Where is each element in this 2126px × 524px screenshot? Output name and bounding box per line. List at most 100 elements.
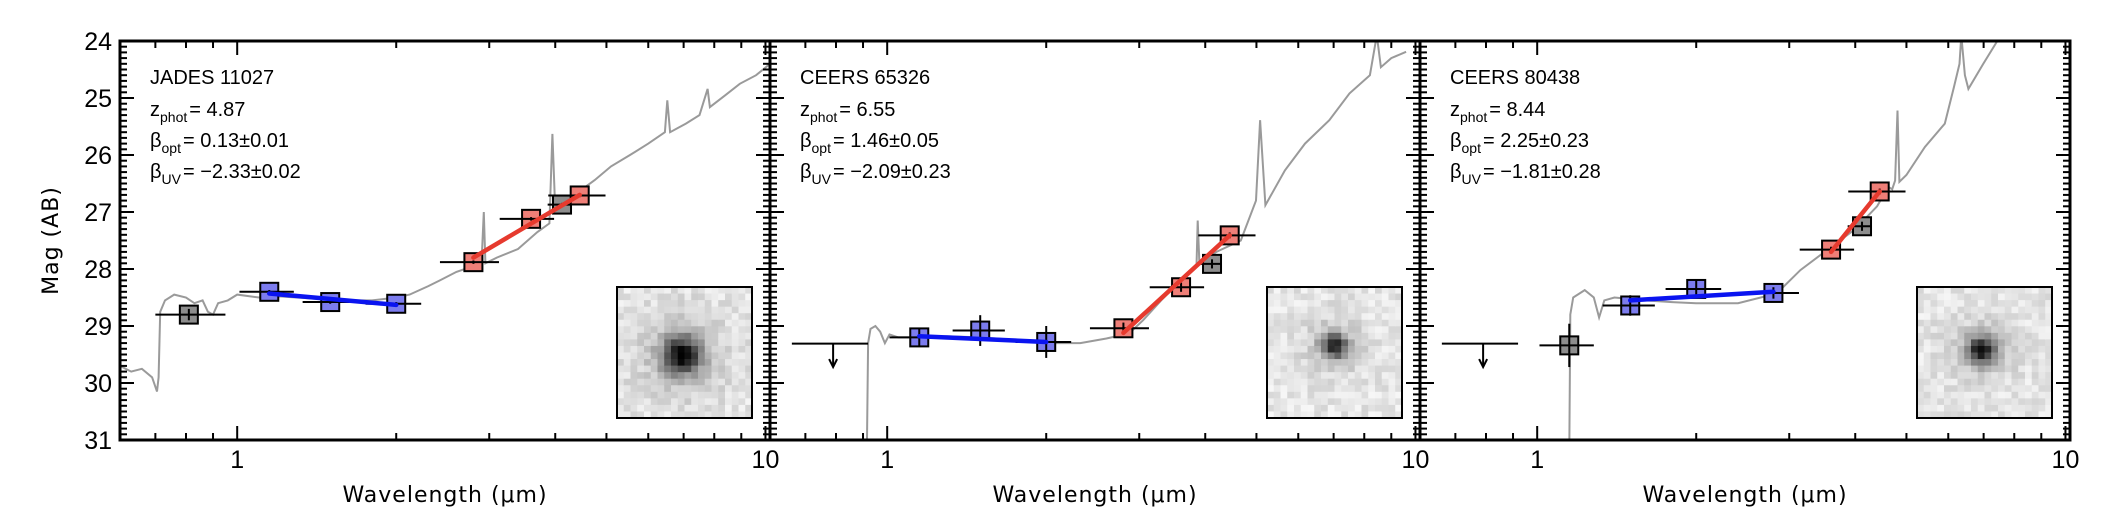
- cutout-pixel: [1964, 372, 1972, 380]
- cutout-pixel: [1341, 300, 1349, 308]
- cutout-pixel: [1957, 319, 1965, 327]
- cutout-pixel: [664, 332, 672, 340]
- cutout-pixel: [718, 372, 726, 380]
- cutout-pixel: [1375, 332, 1383, 340]
- cutout-pixel: [2045, 339, 2053, 347]
- cutout-pixel: [1388, 404, 1396, 413]
- cutout-pixel: [1395, 339, 1403, 347]
- cutout-pixel: [1984, 345, 1992, 354]
- cutout-pixel: [704, 385, 713, 393]
- cutout-pixel: [2018, 365, 2026, 373]
- cutout-pixel: [2004, 359, 2013, 367]
- cutout-pixel: [698, 365, 706, 373]
- cutout-pixel: [657, 411, 665, 419]
- cutout-pixel: [684, 287, 692, 295]
- cutout-pixel: [1300, 352, 1309, 360]
- cutout-pixel: [1964, 293, 1972, 301]
- cutout-pixel: [718, 300, 726, 308]
- cutout-pixel: [671, 372, 679, 380]
- cutout-pixel: [1917, 404, 1925, 413]
- cutout-pixel: [1930, 293, 1938, 301]
- cutout-pixel: [711, 326, 719, 334]
- cutout-pixel: [1923, 352, 1932, 360]
- cutout-pixel: [745, 385, 753, 393]
- cutout-pixel: [1287, 391, 1295, 399]
- cutout-pixel: [684, 345, 692, 354]
- cutout-pixel: [2011, 352, 2019, 360]
- cutout-pixel: [1341, 345, 1349, 354]
- cutout-pixel: [2018, 345, 2026, 354]
- cutout-pixel: [2018, 398, 2026, 406]
- cutout-pixel: [1334, 306, 1342, 314]
- cutout-pixel: [2031, 404, 2040, 413]
- cutout-pixel: [1348, 326, 1356, 334]
- cutout-pixel: [617, 339, 625, 347]
- cutout-pixel: [1381, 313, 1390, 321]
- subscript: opt: [162, 140, 182, 156]
- cutout-pixel: [671, 365, 679, 373]
- x-tick-label: 1: [880, 446, 894, 474]
- cutout-pixel: [1964, 411, 1972, 419]
- cutout-pixel: [671, 332, 679, 340]
- cutout-pixel: [1294, 287, 1302, 295]
- cutout-pixel: [1327, 287, 1336, 295]
- cutout-pixel: [1368, 378, 1376, 386]
- cutout-pixel: [1977, 332, 1986, 340]
- cutout-pixel: [1354, 404, 1363, 413]
- cutout-pixel: [623, 300, 632, 308]
- cutout-pixel: [1327, 378, 1336, 386]
- cutout-pixel: [1930, 332, 1938, 340]
- cutout-pixel: [1930, 365, 1938, 373]
- cutout-pixel: [677, 313, 686, 321]
- cutout-pixel: [650, 306, 659, 314]
- cutout-pixel: [2045, 398, 2053, 406]
- cutout-pixel: [1971, 398, 1979, 406]
- cutout-pixel: [2011, 411, 2019, 419]
- cutout-pixel: [1368, 391, 1376, 399]
- cutout-pixel: [2025, 391, 2033, 399]
- cutout-pixel: [1930, 313, 1938, 321]
- cutout-pixel: [1977, 398, 1986, 406]
- cutout-pixel: [1964, 339, 1972, 347]
- cutout-pixel: [1964, 359, 1972, 367]
- cutout-pixel: [1327, 293, 1336, 301]
- cutout-pixel: [725, 339, 733, 347]
- subscript: opt: [1462, 140, 1482, 156]
- cutout-pixel: [1280, 339, 1288, 347]
- cutout-pixel: [725, 385, 733, 393]
- cutout-pixel: [1273, 306, 1282, 314]
- cutout-pixel: [1294, 339, 1302, 347]
- cutout-pixel: [1287, 385, 1295, 393]
- cutout-pixel: [1944, 313, 1952, 321]
- cutout-pixel: [1998, 326, 2006, 334]
- cutout-pixel: [617, 345, 625, 354]
- cutout-pixel: [650, 385, 659, 393]
- cutout-pixel: [1341, 306, 1349, 314]
- cutout-pixel: [1368, 385, 1376, 393]
- cutout-pixel: [1287, 411, 1295, 419]
- cutout-pixel: [630, 365, 638, 373]
- cutout-pixel: [1361, 411, 1369, 419]
- cutout-pixel: [2011, 326, 2019, 334]
- cutout-pixel: [1348, 339, 1356, 347]
- cutout-pixel: [2045, 404, 2053, 413]
- cutout-pixel: [1917, 359, 1925, 367]
- cutout-pixel: [630, 300, 638, 308]
- down-arrow-icon: [828, 358, 839, 370]
- cutout-pixel: [718, 319, 726, 327]
- cutout-pixel: [1998, 293, 2006, 301]
- cutout-pixel: [1984, 404, 1992, 413]
- cutout-pixel: [2031, 385, 2040, 393]
- cutout-pixel: [738, 391, 746, 399]
- symbol: β: [150, 130, 162, 152]
- cutout-pixel: [1917, 378, 1925, 386]
- cutout-pixel: [2038, 319, 2046, 327]
- cutout-pixel: [684, 332, 692, 340]
- cutout-pixel: [2004, 326, 2013, 334]
- cutout-pixel: [2018, 404, 2026, 413]
- cutout-pixel: [1977, 319, 1986, 327]
- cutout-pixel: [1991, 332, 1999, 340]
- cutout-pixel: [1950, 352, 1959, 360]
- cutout-pixel: [2038, 372, 2046, 380]
